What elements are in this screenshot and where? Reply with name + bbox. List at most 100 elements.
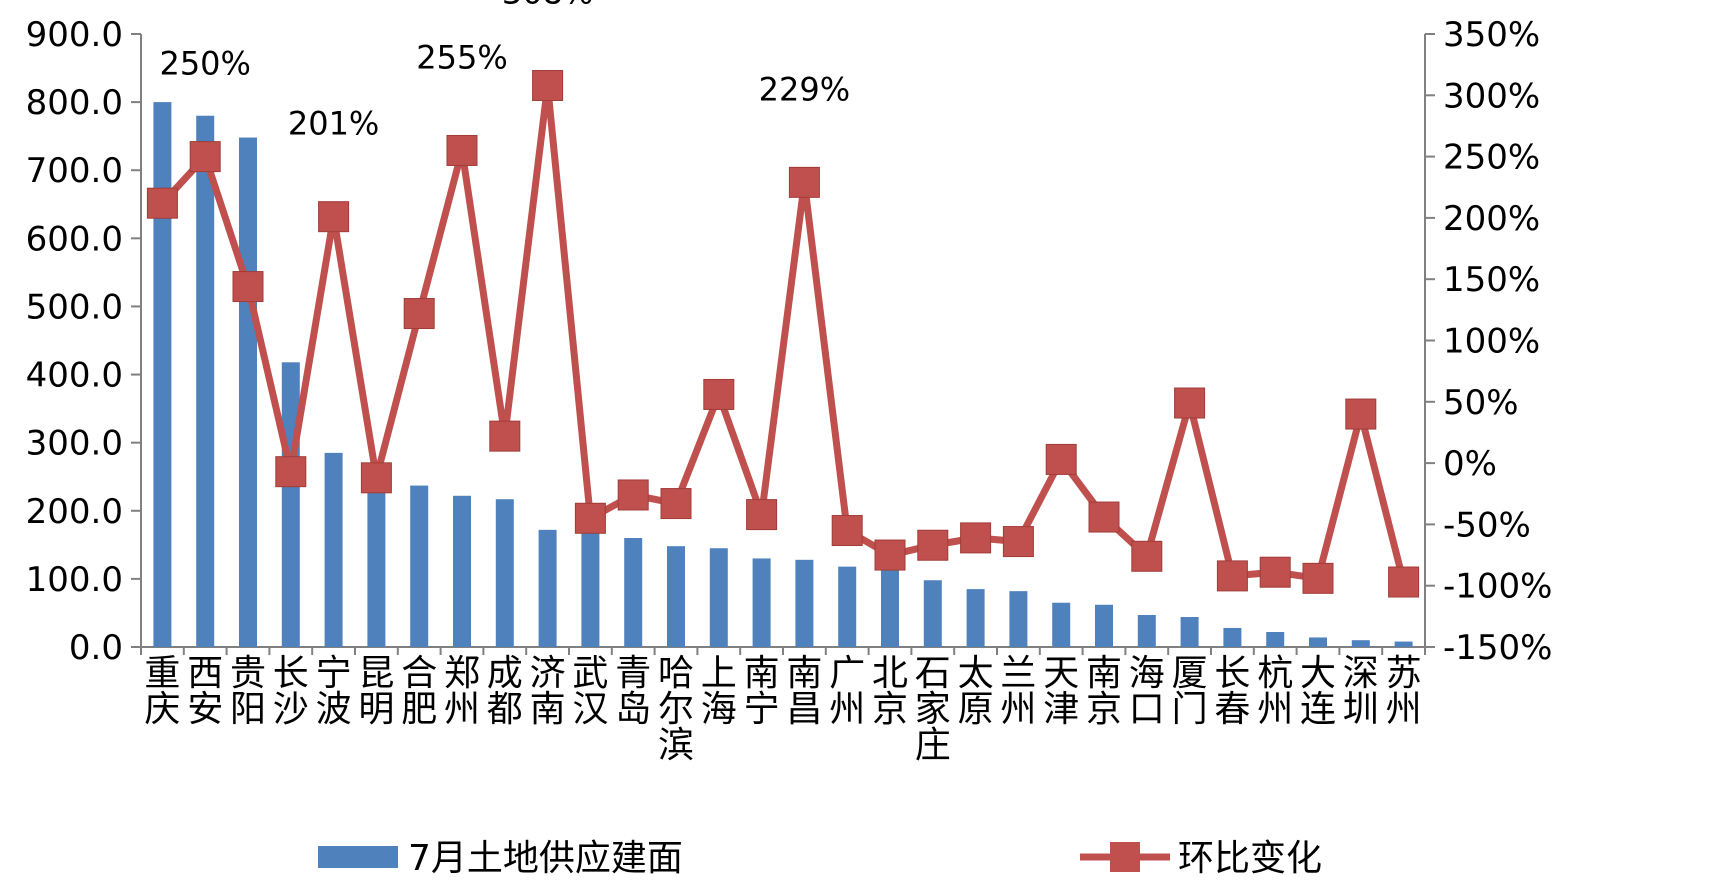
y-right-tick-label: 300% xyxy=(1443,76,1540,116)
data-label: 308% xyxy=(502,0,593,11)
y-left-tick-label: 900.0 xyxy=(26,15,123,55)
line-marker xyxy=(831,515,863,547)
bar xyxy=(1095,604,1113,647)
bar xyxy=(795,559,814,647)
data-label: 255% xyxy=(416,38,507,76)
bar xyxy=(966,589,985,647)
y-right-tick-label: -150% xyxy=(1443,628,1552,668)
y-left-tick-label: 800.0 xyxy=(26,83,123,123)
series-line xyxy=(159,85,1407,583)
x-tick-label: 哈尔滨 xyxy=(658,653,694,766)
bar xyxy=(1180,617,1199,647)
x-tick-label: 南昌 xyxy=(786,653,822,730)
x-tick-label: 北京 xyxy=(872,653,908,730)
bar xyxy=(923,580,942,647)
line-marker xyxy=(1045,443,1077,475)
x-tick-label: 大连 xyxy=(1300,653,1336,730)
bar xyxy=(367,478,386,647)
x-tick-label: 贵阳 xyxy=(230,653,266,730)
x-tick-label: 天津 xyxy=(1043,653,1079,730)
bar xyxy=(281,362,300,647)
line-marker xyxy=(189,141,221,173)
line-marker xyxy=(275,456,307,488)
y-left-tick-label: 300.0 xyxy=(26,424,123,464)
line-marker xyxy=(1259,556,1291,588)
x-tick-label: 长沙 xyxy=(273,653,309,730)
line-marker xyxy=(1388,566,1420,598)
x-tick-label: 兰州 xyxy=(1000,653,1036,730)
bar xyxy=(1009,591,1028,647)
line-marker xyxy=(617,479,649,511)
line-marker xyxy=(660,488,692,520)
x-tick-label: 西安 xyxy=(187,653,223,730)
data-label: 250% xyxy=(159,45,250,83)
bar xyxy=(667,546,685,647)
y-right-tick-label: 150% xyxy=(1443,260,1540,300)
y-left-tick-label: 100.0 xyxy=(26,560,123,600)
bar xyxy=(709,548,728,647)
x-tick-label: 杭州 xyxy=(1257,653,1293,730)
x-tick-label: 石家庄 xyxy=(915,653,951,766)
bar xyxy=(1137,614,1156,647)
y-right-tick-label: 350% xyxy=(1443,15,1540,55)
bar xyxy=(324,452,343,647)
line-marker xyxy=(1345,398,1377,430)
line-marker xyxy=(318,201,350,233)
line-marker xyxy=(960,522,992,554)
line-marker xyxy=(489,420,521,452)
bar xyxy=(1309,637,1327,647)
y-left-tick-label: 200.0 xyxy=(26,492,123,532)
bar xyxy=(1351,640,1370,647)
bar xyxy=(410,485,429,647)
x-tick-label: 深圳 xyxy=(1343,653,1379,730)
line-marker xyxy=(1002,526,1034,558)
x-tick-label: 成都 xyxy=(487,653,523,730)
x-tick-label: 合肥 xyxy=(401,653,437,730)
bar xyxy=(881,567,899,647)
line-marker xyxy=(1302,562,1334,594)
bar xyxy=(1266,632,1285,647)
y-left-tick-label: 400.0 xyxy=(26,356,123,396)
x-tick-label: 长春 xyxy=(1214,653,1250,730)
x-tick-label: 昆明 xyxy=(358,653,394,730)
bar xyxy=(1394,641,1413,647)
y-left-tick-label: 600.0 xyxy=(26,219,123,259)
x-tick-label: 青岛 xyxy=(615,653,651,730)
y-right-tick-label: -100% xyxy=(1443,567,1552,607)
bar xyxy=(581,527,600,647)
x-tick-label: 南宁 xyxy=(744,653,780,730)
bar xyxy=(495,499,514,647)
line-marker xyxy=(703,378,735,410)
x-tick-label: 厦门 xyxy=(1172,653,1208,730)
y-right-tick-label: 200% xyxy=(1443,199,1540,239)
y-right-tick-label: 100% xyxy=(1443,322,1540,362)
bar xyxy=(239,137,257,648)
line-marker xyxy=(1131,540,1163,572)
x-tick-label: 海口 xyxy=(1129,653,1165,730)
bar xyxy=(1223,627,1242,647)
line-marker xyxy=(1174,387,1206,419)
bar xyxy=(153,102,172,648)
line-marker xyxy=(574,502,606,534)
legend-marker-series xyxy=(1110,842,1140,872)
legend-swatch-bars xyxy=(318,846,398,868)
y-left-tick-label: 500.0 xyxy=(26,287,123,327)
bar xyxy=(453,495,471,647)
y-left-tick-label: 700.0 xyxy=(26,151,123,191)
bars-layer xyxy=(153,102,1413,648)
legend-label-bars: 7月土地供应建面 xyxy=(408,838,683,879)
line-marker xyxy=(360,462,392,494)
bar xyxy=(196,115,215,647)
y-right-tick-label: -50% xyxy=(1443,505,1531,545)
bar xyxy=(752,558,771,647)
x-tick-label: 武汉 xyxy=(572,653,608,730)
line-marker xyxy=(532,69,564,101)
legend: 7月土地供应建面 环比变化 xyxy=(318,838,1322,879)
data-label: 229% xyxy=(759,70,850,108)
legend-label-series: 环比变化 xyxy=(1178,838,1322,879)
x-tick-label: 苏州 xyxy=(1386,653,1422,730)
x-tick-label: 重庆 xyxy=(144,653,180,730)
line-marker xyxy=(1216,560,1248,592)
